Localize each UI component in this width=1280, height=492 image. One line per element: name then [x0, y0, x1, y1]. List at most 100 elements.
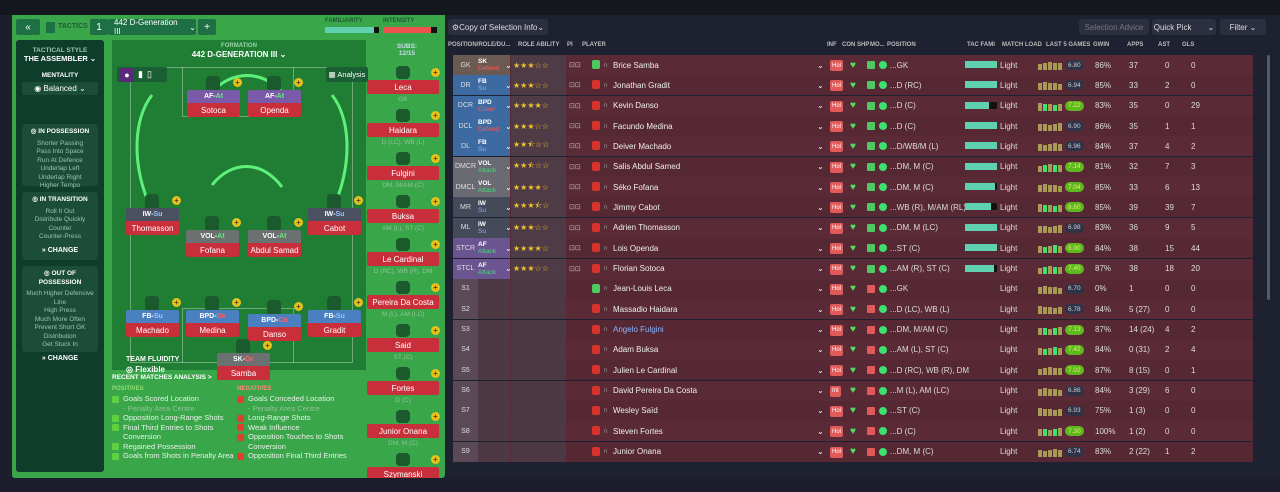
- pi-icon[interactable]: ⊡⊡: [569, 62, 581, 69]
- column-header[interactable]: LAST 5 GAMES: [1046, 42, 1091, 48]
- mentality-select[interactable]: ◉ Balanced ⌄: [22, 82, 98, 95]
- table-row[interactable]: S5 ∩ Julien Le Cardinal ⌄ Hol ♥ ...D (RC), WB …: [453, 360, 1253, 381]
- chevron-down-icon[interactable]: ⌄: [817, 325, 824, 335]
- swap-icon[interactable]: +: [431, 455, 440, 464]
- chevron-down-icon[interactable]: ⌄: [505, 141, 512, 151]
- player-name[interactable]: Facundo Medina: [613, 121, 673, 131]
- swap-icon[interactable]: +: [354, 298, 363, 307]
- player-name-select[interactable]: Thomasson: [126, 221, 179, 235]
- swap-icon[interactable]: +: [294, 302, 303, 311]
- player-card[interactable]: + SK - De Samba: [217, 339, 272, 380]
- player-name[interactable]: David Pereira Da Costa: [613, 386, 698, 396]
- table-row[interactable]: S6 ∩ David Pereira Da Costa ⌄ Int ♥ ...M (L), …: [453, 380, 1253, 401]
- player-card[interactable]: + AF - At Openda: [248, 76, 303, 117]
- player-card[interactable]: + BPD - De Medina: [186, 296, 241, 337]
- chevron-down-icon[interactable]: ⌄: [505, 182, 512, 192]
- player-name[interactable]: Adam Buksa: [613, 345, 659, 355]
- player-name[interactable]: Jimmy Cabot: [613, 202, 660, 212]
- tactic-slot[interactable]: 1: [90, 19, 108, 35]
- sub-name-select[interactable]: Pereira Da Costa: [367, 295, 439, 309]
- table-row[interactable]: DCR BPD Cover ⌄ ★★★★☆ ⊡⊡ ∩ Kevin Danso ⌄ Hol ♥ ...D…: [453, 95, 1253, 116]
- role-selector[interactable]: BPD - Co: [248, 314, 301, 327]
- column-header[interactable]: INF: [827, 42, 837, 48]
- selection-advice-button[interactable]: Selection Advice: [1079, 19, 1149, 35]
- role-selector[interactable]: IW - Su: [126, 208, 179, 221]
- table-row[interactable]: DMCR VOL Attack ⌄ ★★⯪☆☆ ⊡⊡ ∩ Salis Abdul Samed ⌄…: [453, 156, 1253, 177]
- sub-name-select[interactable]: Szymanski: [367, 467, 439, 481]
- swap-icon[interactable]: +: [431, 197, 440, 206]
- column-header[interactable]: PLAYER: [582, 42, 606, 48]
- chevron-down-icon[interactable]: ⌄: [817, 406, 824, 416]
- role-cell[interactable]: FB Su: [478, 136, 510, 157]
- column-header[interactable]: POSITION: [887, 42, 916, 48]
- chevron-down-icon[interactable]: ⌄: [505, 121, 512, 131]
- sub-name-select[interactable]: Fortes: [367, 381, 439, 395]
- sub-player[interactable]: + Haidara D (LC), WB (L): [367, 109, 440, 146]
- bar-chart-icon[interactable]: ▮: [138, 69, 143, 79]
- sub-player[interactable]: + Junior Onana DM, M (C): [367, 410, 440, 447]
- chevron-down-icon[interactable]: ⌄: [817, 80, 824, 90]
- role-cell[interactable]: AF Attack: [478, 238, 510, 259]
- chevron-down-icon[interactable]: ⌄: [817, 447, 824, 457]
- table-row[interactable]: S4 ∩ Adam Buksa ⌄ Hol ♥ ...AM (L), ST (C) Light…: [453, 339, 1253, 360]
- column-header[interactable]: SHP: [857, 42, 870, 48]
- tactical-style-select[interactable]: THE ASSEMBLER ⌄: [23, 54, 97, 63]
- swap-icon[interactable]: +: [294, 78, 303, 87]
- column-header[interactable]: APPS: [1127, 42, 1144, 48]
- player-name[interactable]: Jonathan Gradit: [613, 80, 670, 90]
- chevron-down-icon[interactable]: ⌄: [817, 345, 824, 355]
- add-tactic-button[interactable]: +: [198, 19, 216, 35]
- column-header[interactable]: POSITION/ROLE/DU...: [448, 42, 511, 48]
- player-card[interactable]: + BPD - Co Danso: [248, 300, 303, 341]
- table-row[interactable]: GK SK Defend ⌄ ★★★☆☆ ⊡⊡ ∩ Brice Samba ⌄ Hol ♥ ...GK…: [453, 55, 1253, 75]
- role-selector[interactable]: BPD - De: [186, 310, 239, 323]
- chevron-down-icon[interactable]: ⌄: [817, 365, 824, 375]
- role-cell[interactable]: IW Su: [478, 217, 510, 238]
- sub-name-select[interactable]: Buksa: [367, 209, 439, 223]
- scrollbar[interactable]: [1267, 55, 1270, 300]
- player-name-select[interactable]: Abdul Samad: [248, 243, 301, 257]
- chevron-down-icon[interactable]: ⌄: [817, 304, 824, 314]
- sub-player[interactable]: + Said ST (C): [367, 324, 440, 361]
- sub-name-select[interactable]: Said: [367, 338, 439, 352]
- player-name[interactable]: Florian Sotoca: [613, 264, 665, 273]
- player-card[interactable]: + IW - Su Thomasson: [126, 194, 181, 235]
- table-row[interactable]: STCR AF Attack ⌄ ★★★★☆ ⊡⊡ ∩ Lois Openda ⌄ Hol ♥...…: [453, 238, 1253, 259]
- sub-name-select[interactable]: Leca: [367, 80, 439, 94]
- table-row[interactable]: ML IW Su ⌄ ★★★☆☆ ⊡⊡ ∩ Adrien Thomasson ⌄ Hol ♥ ...D…: [453, 217, 1253, 238]
- player-name[interactable]: Kevin Danso: [613, 101, 659, 111]
- role-cell[interactable]: IW Su: [478, 197, 510, 218]
- player-name[interactable]: Adrien Thomasson: [613, 223, 680, 233]
- player-name[interactable]: Wesley Saïd: [613, 406, 658, 416]
- column-header[interactable]: ROLE ABILITY: [518, 42, 560, 48]
- player-name[interactable]: Steven Fortes: [613, 426, 663, 436]
- player-view-icon[interactable]: ●: [120, 67, 134, 82]
- chevron-down-icon[interactable]: ⌄: [817, 223, 824, 233]
- player-name[interactable]: Jean-Louis Leca: [613, 284, 672, 294]
- chevron-down-icon[interactable]: ⌄: [1207, 22, 1215, 32]
- table-row[interactable]: DL FB Su ⌄ ★★⯪☆☆ ⊡⊡ ∩ Deiver Machado ⌄ Hol ♥ ...D/W…: [453, 136, 1253, 157]
- chevron-down-icon[interactable]: ⌄: [505, 80, 512, 90]
- sub-name-select[interactable]: Haidara: [367, 123, 439, 137]
- table-row[interactable]: DR FB Su ⌄ ★★★☆☆ ⊡⊡ ∩ Jonathan Gradit ⌄ Hol ♥ ...D …: [453, 75, 1253, 96]
- pi-icon[interactable]: ⊡⊡: [569, 265, 581, 273]
- chevron-down-icon[interactable]: ⌄: [817, 101, 824, 111]
- role-cell[interactable]: VOL Attack: [478, 156, 510, 177]
- table-row[interactable]: DCL BPD Defend ⌄ ★★★☆☆ ⊡⊡ ∩ Facundo Medina ⌄ Hol ♥…: [453, 116, 1253, 137]
- table-row[interactable]: STCL AF Attack ⌄ ★★★☆☆ ⊡⊡ ∩ Florian Sotoca ⌄ Hol ♥…: [453, 258, 1253, 279]
- change-button[interactable]: » CHANGE: [22, 355, 98, 364]
- sub-player[interactable]: + Fortes D (C): [367, 367, 440, 404]
- chevron-down-icon[interactable]: ⌄: [817, 121, 824, 131]
- player-name-select[interactable]: Machado: [126, 323, 179, 337]
- chevron-down-icon[interactable]: ⌄: [817, 141, 824, 151]
- player-card[interactable]: + IW - Su Cabot: [308, 194, 363, 235]
- chevron-down-icon[interactable]: ⌄: [505, 101, 512, 111]
- table-row[interactable]: MR IW Su ⌄ ★★★⯪☆ ⊡⊡ ∩ Jimmy Cabot ⌄ Hol ♥ ...WB (R)…: [453, 197, 1253, 218]
- player-name-select[interactable]: Sotoca: [187, 103, 240, 117]
- pi-icon[interactable]: ⊡⊡: [569, 245, 581, 253]
- column-header[interactable]: MATCH LOAD: [1002, 42, 1042, 48]
- swap-icon[interactable]: +: [431, 369, 440, 378]
- player-name[interactable]: Séko Fofana: [613, 182, 659, 192]
- sub-name-select[interactable]: Le Cardinal: [367, 252, 439, 266]
- chevron-down-icon[interactable]: ⌄: [817, 60, 824, 70]
